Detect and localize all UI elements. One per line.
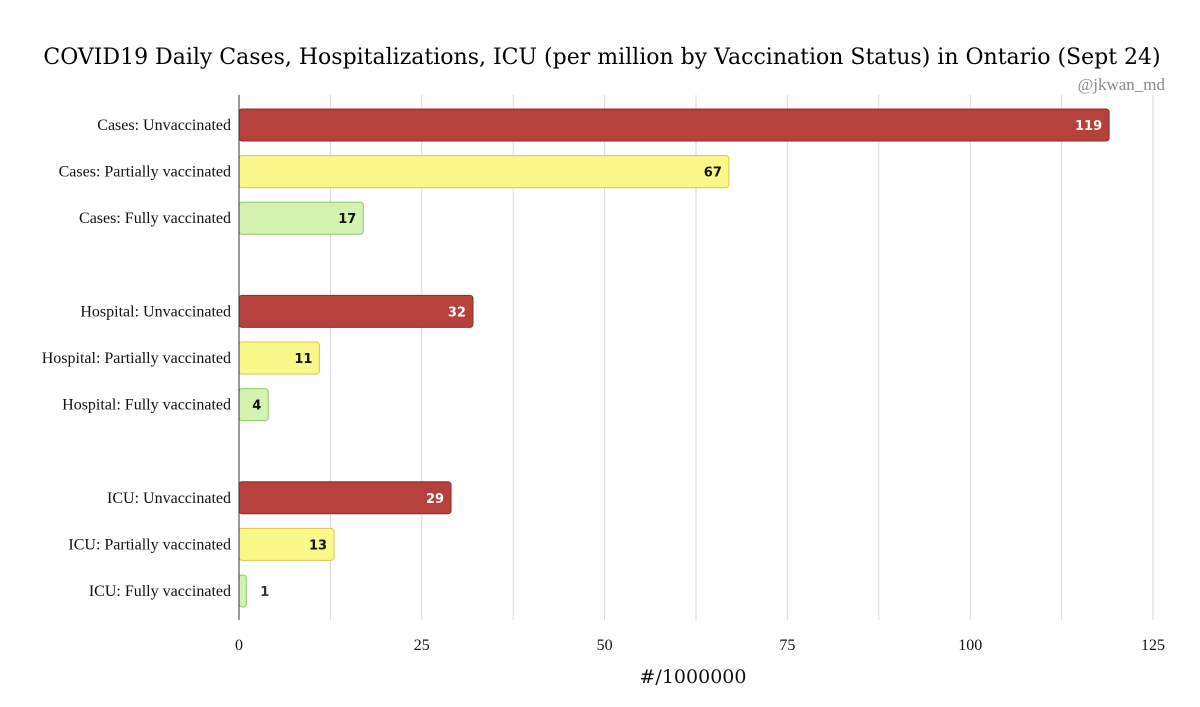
data-label: 4 — [252, 399, 261, 414]
chart-title: COVID19 Daily Cases, Hospitalizations, I… — [43, 45, 1160, 70]
bar-hospital-unvaccinated — [238, 294, 474, 328]
category-label: ICU: Unvaccinated — [107, 490, 231, 507]
bars: 119 67 17 32 11 4 29 13 1 — [238, 108, 1110, 608]
category-label: Cases: Unvaccinated — [97, 117, 231, 134]
data-label: 13 — [309, 538, 327, 553]
watermark: @jkwan_md — [1078, 75, 1166, 94]
data-label: 67 — [704, 166, 722, 181]
data-label: 32 — [448, 305, 466, 320]
category-label: ICU: Partially vaccinated — [68, 536, 231, 553]
x-axis-title: #/1000000 — [640, 666, 747, 688]
x-tick-label: 75 — [779, 637, 795, 654]
x-tick-label: 125 — [1141, 637, 1165, 654]
bar-cases-unvaccinated — [238, 108, 1110, 142]
data-label: 29 — [426, 492, 444, 507]
data-label: 1 — [260, 585, 269, 600]
category-label: Hospital: Unvaccinated — [80, 303, 231, 320]
x-tick-label: 0 — [235, 637, 243, 654]
category-labels: Cases: Unvaccinated Cases: Partially vacc… — [42, 117, 231, 600]
category-label: Hospital: Fully vaccinated — [62, 397, 231, 414]
bar-icu-unvaccinated — [238, 481, 452, 515]
bar-cases-partially — [238, 155, 730, 189]
bar-icu-fully — [238, 574, 247, 608]
x-tick-label: 50 — [597, 637, 613, 654]
x-tick-label: 25 — [414, 637, 430, 654]
category-label: Hospital: Partially vaccinated — [42, 350, 231, 367]
x-tick-label: 100 — [958, 637, 982, 654]
category-label: ICU: Fully vaccinated — [89, 583, 231, 600]
data-label: 11 — [294, 352, 312, 367]
data-label: 119 — [1075, 119, 1102, 134]
category-label: Cases: Partially vaccinated — [59, 164, 231, 181]
data-label: 17 — [338, 212, 356, 227]
category-label: Cases: Fully vaccinated — [79, 210, 231, 227]
x-tick-labels: 0 25 50 75 100 125 — [235, 637, 1165, 654]
